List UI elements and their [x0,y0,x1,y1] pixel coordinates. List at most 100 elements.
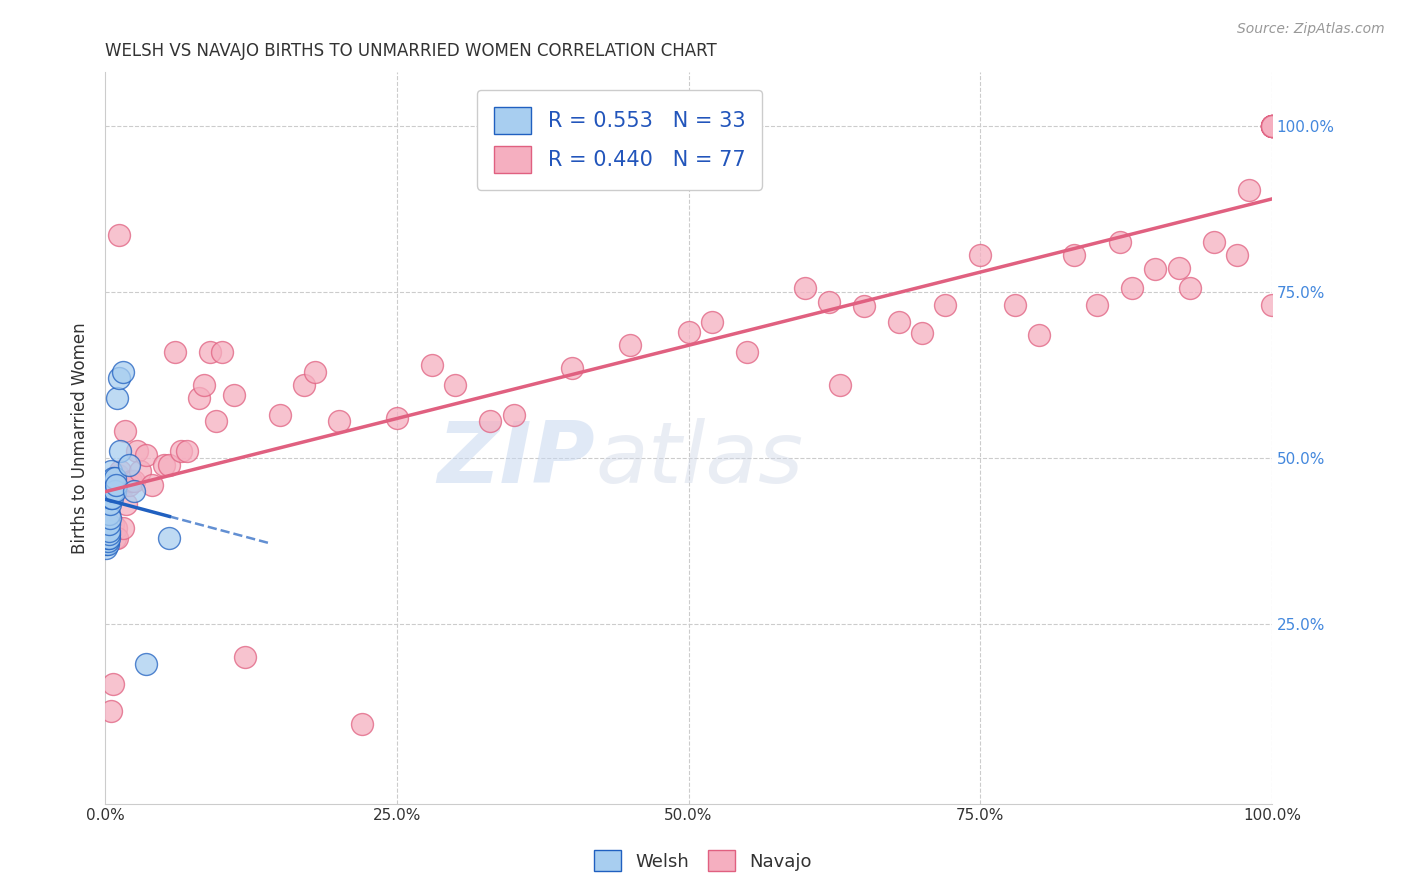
Point [101,491,124,505]
Point [108,228,131,243]
Point [561,361,583,376]
Point [124,474,146,488]
Point [304,365,326,379]
Point [111,521,134,535]
Point [292,377,315,392]
Point [911,326,934,340]
Point [852,300,875,314]
Point [157,458,180,472]
Legend: R = 0.553   N = 33, R = 0.440   N = 77: R = 0.553 N = 33, R = 0.440 N = 77 [477,90,762,189]
Point [187,391,209,405]
Point [1226,248,1249,262]
Point [678,325,700,339]
Point [97,527,120,541]
Point [105,391,128,405]
Point [269,408,291,422]
Point [96,531,118,545]
Point [104,521,127,535]
Point [100,491,122,505]
Point [110,444,132,458]
Point [96,534,118,549]
Point [1167,260,1189,275]
Point [97,508,120,522]
Point [1261,119,1284,133]
Point [97,524,120,538]
Point [103,471,125,485]
Point [100,477,122,491]
Point [135,657,157,671]
Point [1121,281,1143,295]
Point [108,371,131,385]
Text: ZIP: ZIP [437,418,595,501]
Point [103,484,125,499]
Point [103,531,125,545]
Point [830,377,852,392]
Point [1028,328,1050,343]
Point [125,444,148,458]
Point [619,338,641,352]
Point [111,365,134,379]
Point [1261,119,1284,133]
Point [700,315,723,329]
Point [100,464,122,478]
Legend: Welsh, Navajo: Welsh, Navajo [588,843,818,879]
Point [96,534,118,549]
Point [1085,298,1108,312]
Point [176,444,198,458]
Point [1261,119,1284,133]
Point [1261,119,1284,133]
Point [105,531,128,545]
Point [141,477,163,491]
Point [101,477,124,491]
Point [103,484,125,499]
Text: Source: ZipAtlas.com: Source: ZipAtlas.com [1237,22,1385,37]
Point [385,411,408,425]
Point [328,414,350,428]
Point [233,650,256,665]
Point [1109,235,1132,249]
Point [103,471,125,485]
Point [502,408,524,422]
Point [170,444,193,458]
Point [1004,298,1026,312]
Point [1202,235,1225,249]
Point [1237,183,1260,197]
Point [114,425,136,439]
Point [103,517,125,532]
Point [98,498,121,512]
Point [420,358,443,372]
Text: WELSH VS NAVAJO BIRTHS TO UNMARRIED WOMEN CORRELATION CHART: WELSH VS NAVAJO BIRTHS TO UNMARRIED WOME… [105,42,717,60]
Point [934,298,956,312]
Point [115,498,138,512]
Point [117,477,139,491]
Point [222,388,245,402]
Text: atlas: atlas [595,418,803,501]
Point [1261,119,1284,133]
Point [104,477,127,491]
Point [1144,261,1167,276]
Point [205,414,228,428]
Point [165,344,187,359]
Point [969,248,991,262]
Point [98,510,121,524]
Point [97,531,120,545]
Point [1063,248,1085,262]
Point [1261,119,1284,133]
Point [96,537,118,551]
Point [479,414,502,428]
Point [211,344,233,359]
Point [117,458,139,472]
Point [96,541,118,555]
Point [444,377,467,392]
Point [1261,119,1284,133]
Point [97,531,120,545]
Point [350,716,373,731]
Point [135,448,157,462]
Point [193,377,215,392]
Point [200,344,222,359]
Point [887,315,910,329]
Point [124,484,146,499]
Point [100,704,122,718]
Point [735,344,758,359]
Point [96,537,118,551]
